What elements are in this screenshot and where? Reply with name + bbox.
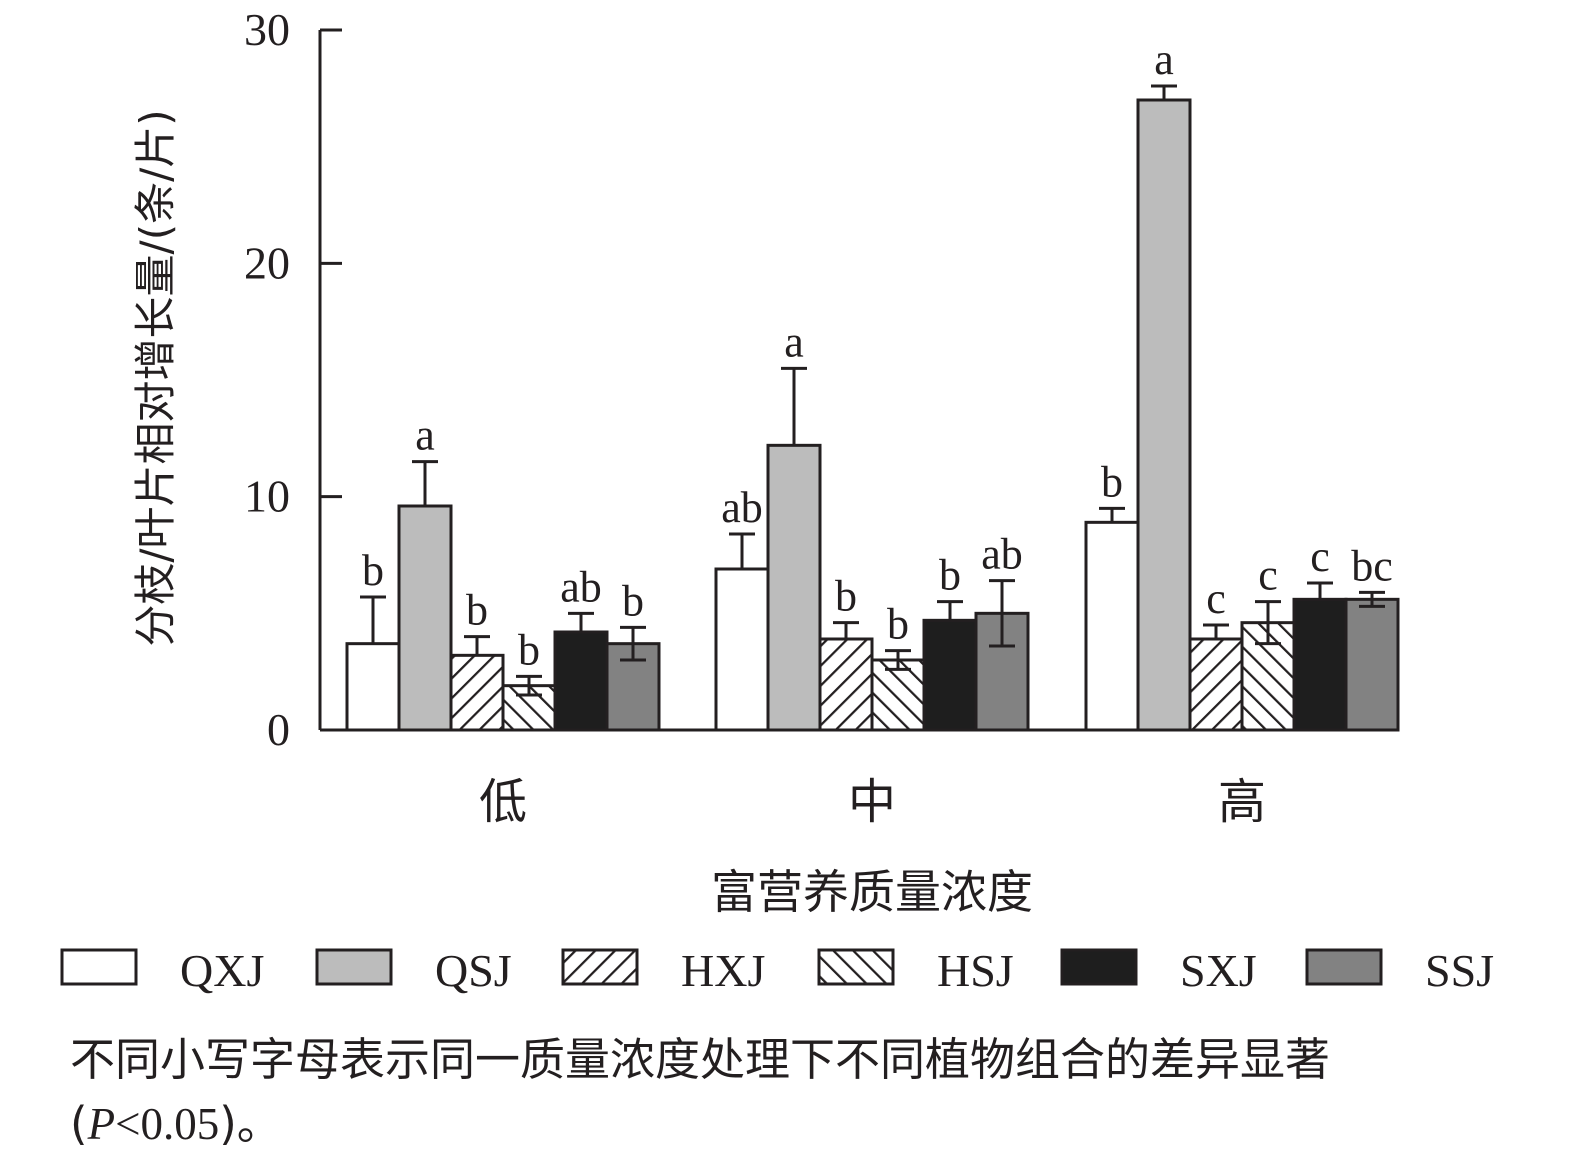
- y-tick-label: 10: [244, 471, 290, 522]
- note-suffix: )。: [219, 1097, 282, 1150]
- significance-label: c: [1206, 574, 1226, 623]
- p-condition: <0.05: [115, 1099, 220, 1149]
- significance-label: a: [415, 411, 435, 460]
- y-tick-label: 30: [244, 4, 290, 55]
- legend-label-SSJ: SSJ: [1425, 945, 1494, 996]
- legend: QXJ QSJ HXJ HSJ SXJ SSJ: [60, 945, 1494, 996]
- legend-swatch-SXJ: [1060, 948, 1138, 986]
- significance-label: b: [518, 625, 540, 674]
- significance-label: b: [1101, 457, 1123, 506]
- significance-label: b: [835, 572, 857, 621]
- significance-label: b: [362, 546, 384, 595]
- bar-SSJ-高: [1344, 597, 1400, 732]
- legend-label-QSJ: QSJ: [435, 945, 512, 996]
- significance-label: a: [784, 317, 804, 366]
- y-tick-label: 0: [267, 704, 290, 755]
- significance-label: ab: [981, 530, 1023, 579]
- bar-QXJ-中: [714, 567, 770, 732]
- legend-swatch-HXJ: [561, 948, 639, 986]
- bar-SXJ-高: [1292, 597, 1348, 732]
- y-tick-label: 20: [244, 237, 290, 288]
- significance-label: b: [622, 576, 644, 625]
- significance-label: ab: [560, 562, 602, 611]
- significance-label: b: [939, 551, 961, 600]
- bar-QXJ-低: [345, 642, 401, 732]
- y-axis-label: 分枝/叶片相对增长量/(条/片): [131, 109, 180, 646]
- bar-QSJ-低: [397, 504, 453, 732]
- bar-group: [345, 84, 1400, 732]
- legend-label-QXJ: QXJ: [180, 945, 264, 996]
- significance-label: b: [466, 586, 488, 635]
- bar-QXJ-高: [1084, 520, 1140, 732]
- x-category-label: 低: [479, 774, 527, 830]
- significance-label: c: [1258, 551, 1278, 600]
- bar-QSJ-中: [766, 443, 822, 732]
- x-axis-label: 富营养质量浓度: [711, 865, 1033, 919]
- bar-HXJ-高: [1188, 637, 1244, 732]
- x-category-label: 高: [1218, 774, 1266, 830]
- p-symbol: P: [87, 1099, 116, 1149]
- significance-label: c: [1310, 532, 1330, 581]
- x-category-label: 中: [848, 774, 896, 830]
- legend-label-HXJ: HXJ: [681, 945, 765, 996]
- legend-swatch-QXJ: [60, 948, 138, 986]
- legend-swatch-SSJ: [1305, 948, 1383, 986]
- significance-label: ab: [721, 483, 763, 532]
- legend-label-SXJ: SXJ: [1180, 945, 1257, 996]
- legend-swatch-QSJ: [315, 948, 393, 986]
- bar-HXJ-低: [449, 653, 505, 732]
- significance-label: b: [887, 600, 909, 649]
- significance-label: bc: [1351, 541, 1393, 590]
- bar-QSJ-高: [1136, 98, 1192, 732]
- bar-HXJ-中: [818, 637, 874, 732]
- significance-label: a: [1154, 35, 1174, 84]
- legend-label-HSJ: HSJ: [937, 945, 1014, 996]
- bar-SXJ-中: [922, 618, 978, 732]
- significance-note: 不同小写字母表示同一质量浓度处理下不同植物组合的差异显著 (P<0.05)。: [70, 1028, 1530, 1156]
- legend-swatch-HSJ: [817, 948, 895, 986]
- note-text: 不同小写字母表示同一质量浓度处理下不同植物组合的差异显著 (: [70, 1033, 1331, 1150]
- bar-SXJ-低: [553, 630, 609, 732]
